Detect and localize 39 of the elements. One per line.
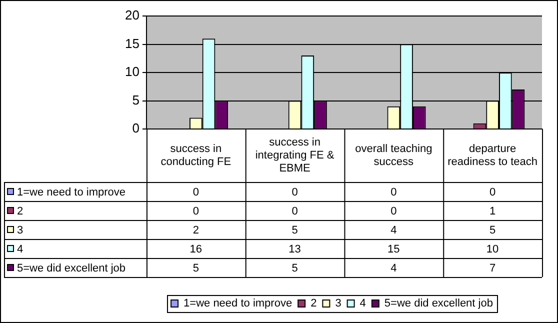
y-tick-label: 0	[132, 120, 140, 136]
y-tick-label: 20	[124, 8, 140, 23]
data-label: 13	[288, 244, 301, 256]
data-label: 2	[192, 224, 199, 237]
text: 3	[17, 224, 24, 237]
data-label: 5	[292, 262, 298, 275]
x-tick-label: departure readiness to teach	[448, 143, 538, 168]
y-tick-label: 5	[132, 92, 140, 108]
y-tick-label: 15	[124, 36, 140, 51]
data-label: 4	[390, 262, 397, 275]
data-label: 0	[192, 186, 199, 199]
data-label: 5	[192, 262, 199, 275]
text: 2	[17, 206, 24, 218]
data-label: 5	[292, 224, 298, 237]
data-label: 0	[489, 186, 496, 199]
text: 5=we did excellent job	[384, 298, 493, 310]
data-label: 0	[390, 186, 397, 199]
legend-label: 5=we did excellent job	[17, 262, 126, 275]
data-label: 15	[388, 244, 400, 256]
data-label: 0	[292, 206, 298, 218]
text: 1=we need to improve	[17, 186, 126, 199]
text: 4	[17, 244, 24, 256]
data-label: 16	[190, 244, 202, 256]
data-label: 0	[390, 206, 397, 218]
legend-label: 2	[310, 298, 317, 310]
data-label: 1	[489, 206, 496, 218]
legend-label: 3	[335, 298, 342, 310]
x-tick-label: success in integrating FE & EBME	[255, 136, 335, 175]
x-tick-label: overall teaching success	[355, 143, 432, 168]
data-label: 0	[192, 206, 199, 218]
data-label: 7	[489, 262, 496, 275]
data-label: 4	[390, 224, 397, 237]
data-label: 10	[486, 244, 499, 256]
x-tick-label: success in conducting FE	[160, 143, 232, 168]
y-tick-label: 10	[124, 64, 140, 80]
data-label: 0	[292, 186, 298, 199]
legend-label: 1=we need to improve	[184, 298, 292, 310]
legend-label: 4	[360, 298, 366, 310]
data-label: 5	[489, 224, 496, 237]
